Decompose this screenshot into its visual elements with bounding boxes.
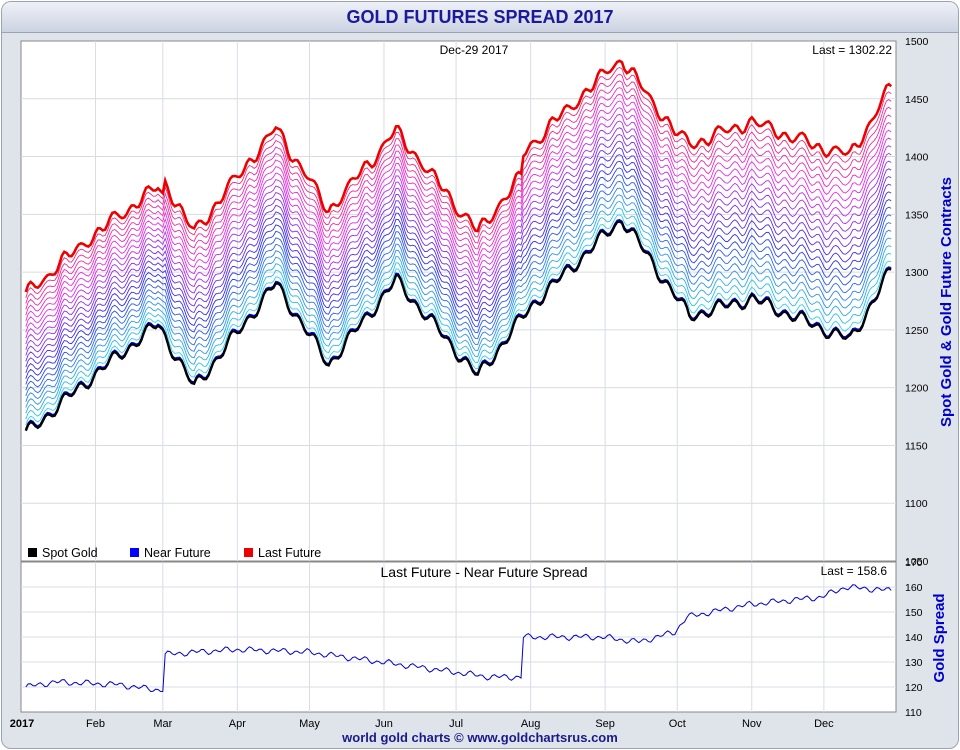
future-contract-line <box>25 207 892 420</box>
price-axis-ticks: 1050 1100 1150 1200 1250 1300 1350 1400 1450 1500 <box>905 36 929 568</box>
spread-title: Last Future - Near Future Spread <box>381 564 588 580</box>
future-contract-line <box>25 201 892 414</box>
month-label: Feb <box>86 718 105 730</box>
spread-series <box>25 584 892 693</box>
month-label: Mar <box>153 718 172 730</box>
future-contract-line <box>25 180 892 397</box>
month-label: Sep <box>595 718 615 730</box>
spread-grid <box>21 562 896 712</box>
future-contract-line <box>25 87 892 316</box>
price-tick-label: 1150 <box>905 440 928 452</box>
title-bar: GOLD FUTURES SPREAD 2017 <box>2 2 958 33</box>
future-contract-line <box>25 127 892 350</box>
legend: Spot Gold Near Future Last Future <box>28 546 321 560</box>
future-contract-line <box>25 194 892 408</box>
legend-label-last: Last Future <box>258 546 321 560</box>
spread-tick-label: 170 <box>905 557 923 569</box>
legend-swatch-near <box>130 548 139 557</box>
future-contract-line <box>25 187 892 402</box>
month-label: Dec <box>814 718 834 730</box>
price-tick-label: 1500 <box>905 36 929 48</box>
month-axis: Feb Mar Apr May Jun Jul Aug Sep Oct Nov Dec <box>86 718 834 730</box>
future-contract-line <box>25 113 892 339</box>
future-contract-line <box>25 120 892 345</box>
spread-tick-label: 110 <box>905 707 922 719</box>
month-label: Jul <box>449 718 463 730</box>
upper-y-axis-title: Spot Gold & Gold Future Contracts <box>938 177 955 427</box>
month-label: Oct <box>669 718 686 730</box>
spread-tick-label: 140 <box>905 632 923 644</box>
spread-last-label: Last = 158.6 <box>821 564 888 578</box>
future-contract-line <box>25 214 892 426</box>
price-tick-label: 1300 <box>905 267 929 279</box>
legend-label-spot: Spot Gold <box>42 546 98 560</box>
price-tick-label: 1050 <box>905 556 929 568</box>
price-tick-label: 1400 <box>905 152 929 164</box>
future-contract-line <box>25 80 892 310</box>
price-tick-label: 1100 <box>905 498 928 510</box>
future-contract-line <box>25 140 892 362</box>
price-tick-label: 1200 <box>905 383 929 395</box>
future-contract-line <box>25 147 892 368</box>
last-price-label: Last = 1302.22 <box>812 43 892 57</box>
month-label: Nov <box>742 718 762 730</box>
legend-swatch-last <box>244 548 253 557</box>
spot-gold-line <box>24 220 892 432</box>
future-contract-line <box>25 100 892 327</box>
future-contract-line <box>25 160 892 379</box>
month-label: Jun <box>375 718 393 730</box>
spread-tick-label: 130 <box>905 657 923 669</box>
future-contract-line <box>25 167 892 385</box>
future-contract-line <box>25 66 892 298</box>
footer-credit: world gold charts © www.goldchartsrus.co… <box>342 730 618 745</box>
last-future-line <box>24 59 893 293</box>
price-series <box>24 59 893 432</box>
spread-tick-label: 150 <box>905 607 923 619</box>
lower-y-axis-title: Gold Spread <box>931 593 948 682</box>
chart-title: GOLD FUTURES SPREAD 2017 <box>346 7 614 27</box>
date-label: Dec-29 2017 <box>440 43 509 57</box>
future-contract-line <box>25 154 892 374</box>
future-contract-line <box>25 93 892 322</box>
spread-tick-label: 160 <box>905 582 923 594</box>
future-contract-line <box>25 73 892 304</box>
month-label: May <box>299 718 320 730</box>
spread-axis-ticks: 110 120 130 140 150 160 170 <box>905 557 923 719</box>
legend-swatch-spot <box>28 548 37 557</box>
price-tick-label: 1350 <box>905 209 929 221</box>
price-tick-label: 1250 <box>905 325 929 337</box>
month-label: Aug <box>521 718 541 730</box>
price-tick-label: 1450 <box>905 94 929 106</box>
month-label: Apr <box>229 718 246 730</box>
spread-tick-label: 120 <box>905 682 923 694</box>
future-contract-line <box>25 134 892 356</box>
future-contract-line <box>25 107 892 333</box>
year-label: 2017 <box>10 718 34 730</box>
legend-label-near: Near Future <box>144 546 211 560</box>
future-contract-line <box>25 174 892 391</box>
spread-line <box>25 584 892 693</box>
